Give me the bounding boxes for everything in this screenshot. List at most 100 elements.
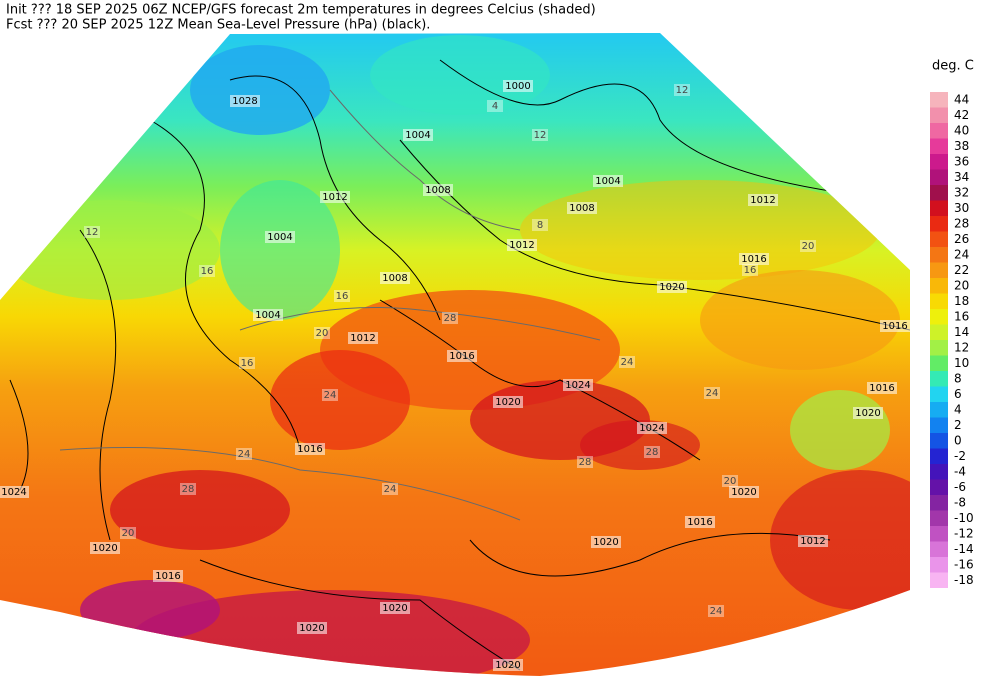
label-box xyxy=(322,389,338,401)
colorbar-swatch xyxy=(930,479,948,495)
temperature-field xyxy=(0,33,910,676)
label-box xyxy=(442,312,458,324)
label-box xyxy=(295,443,325,455)
label-box xyxy=(800,240,816,252)
colorbar-swatch xyxy=(930,138,948,154)
temperature-label: 20 xyxy=(122,528,135,539)
label-box xyxy=(84,226,100,238)
label-box xyxy=(532,219,548,231)
header-line: Fcst ??? 20 SEP 2025 12Z Mean Sea-Level … xyxy=(6,18,430,33)
label-box xyxy=(704,387,720,399)
temperature-label: 8 xyxy=(537,220,543,231)
isobar-label: 1012 xyxy=(750,195,775,206)
isobar-label: 1012 xyxy=(322,192,347,203)
colorbar-label: 22 xyxy=(954,263,969,277)
temperature-label: 20 xyxy=(724,476,737,487)
label-box xyxy=(748,194,778,206)
colorbar-swatch xyxy=(930,293,948,309)
isobar-label: 1020 xyxy=(731,487,756,498)
label-box xyxy=(685,516,715,528)
colorbar-label: 6 xyxy=(954,387,962,401)
temperature-label: 28 xyxy=(444,313,457,324)
label-box xyxy=(297,622,327,634)
colorbar-swatch xyxy=(930,371,948,387)
colorbar-label: -16 xyxy=(954,557,974,571)
label-box xyxy=(320,191,350,203)
isobar-label: 1008 xyxy=(425,185,450,196)
isobar-label: 1012 xyxy=(350,333,375,344)
colorbar-swatch xyxy=(930,107,948,123)
isobar-label: 1024 xyxy=(1,487,26,498)
label-box xyxy=(403,129,433,141)
temperature-label: 20 xyxy=(802,241,815,252)
colorbar-label: 10 xyxy=(954,356,969,370)
colorbar-label: 32 xyxy=(954,185,969,199)
isobar-label: 1016 xyxy=(882,321,907,332)
colorbar-label: 16 xyxy=(954,309,969,323)
colorbar-swatch xyxy=(930,386,948,402)
isobar-label: 1012 xyxy=(800,536,825,547)
temperature-label: 16 xyxy=(201,266,214,277)
label-box xyxy=(153,570,183,582)
colorbar-label: 44 xyxy=(954,92,969,106)
colorbar-swatch xyxy=(930,216,948,232)
temperature-label: 16 xyxy=(744,265,757,276)
colorbar-title: deg. C xyxy=(932,59,974,74)
temperature-label: 24 xyxy=(621,357,634,368)
isobar-label: 1020 xyxy=(382,603,407,614)
temperature-label: 28 xyxy=(646,447,659,458)
temperature-label: 4 xyxy=(492,101,498,112)
colorbar-swatch xyxy=(930,417,948,433)
colorbar-swatch xyxy=(930,541,948,557)
colorbar-label: 28 xyxy=(954,216,969,230)
colorbar-label: 26 xyxy=(954,232,969,246)
colorbar-label: 24 xyxy=(954,247,969,261)
colorbar-label: -18 xyxy=(954,573,974,587)
isobar-label: 1016 xyxy=(741,254,766,265)
isobar-label: 1020 xyxy=(495,660,520,671)
isobar-label: 1008 xyxy=(382,273,407,284)
label-box xyxy=(637,422,667,434)
label-box xyxy=(493,396,523,408)
label-box xyxy=(722,475,738,487)
colorbar-label: 12 xyxy=(954,340,969,354)
colorbar-swatch xyxy=(930,154,948,170)
isobar-label: 1004 xyxy=(267,232,292,243)
label-box xyxy=(230,95,260,107)
isobar-label: 1020 xyxy=(495,397,520,408)
colorbar-label: 14 xyxy=(954,325,969,339)
colorbar-swatch xyxy=(930,309,948,325)
label-box xyxy=(674,84,690,96)
colorbar-swatch xyxy=(930,247,948,263)
label-box xyxy=(853,407,883,419)
colorbar-swatch xyxy=(930,262,948,278)
label-box xyxy=(487,100,503,112)
colorbar-swatch xyxy=(930,572,948,588)
label-box xyxy=(90,542,120,554)
isobar-label: 1004 xyxy=(405,130,430,141)
temperature-label: 28 xyxy=(182,484,195,495)
isobar-label: 1004 xyxy=(595,176,620,187)
label-box xyxy=(382,483,398,495)
colorbar-swatch xyxy=(930,185,948,201)
label-box xyxy=(253,309,283,321)
colorbar-swatch xyxy=(930,169,948,185)
label-box xyxy=(798,535,828,547)
label-box xyxy=(593,175,623,187)
isobar-label: 1008 xyxy=(569,203,594,214)
isobar-label: 1020 xyxy=(855,408,880,419)
temperature-label: 24 xyxy=(238,449,251,460)
isobar-label: 1016 xyxy=(449,351,474,362)
colorbar-swatch xyxy=(930,278,948,294)
colorbar-label: 34 xyxy=(954,170,969,184)
isobar-label: 1024 xyxy=(565,380,590,391)
colorbar-label: 2 xyxy=(954,418,962,432)
temperature-label: 12 xyxy=(534,130,547,141)
temperature-label: 28 xyxy=(579,457,592,468)
colorbar-swatch xyxy=(930,448,948,464)
temperature-label: 16 xyxy=(241,358,254,369)
temperature-label: 16 xyxy=(336,291,349,302)
colorbar-label: 18 xyxy=(954,294,969,308)
label-box xyxy=(644,446,660,458)
colorbar-label: 38 xyxy=(954,139,969,153)
